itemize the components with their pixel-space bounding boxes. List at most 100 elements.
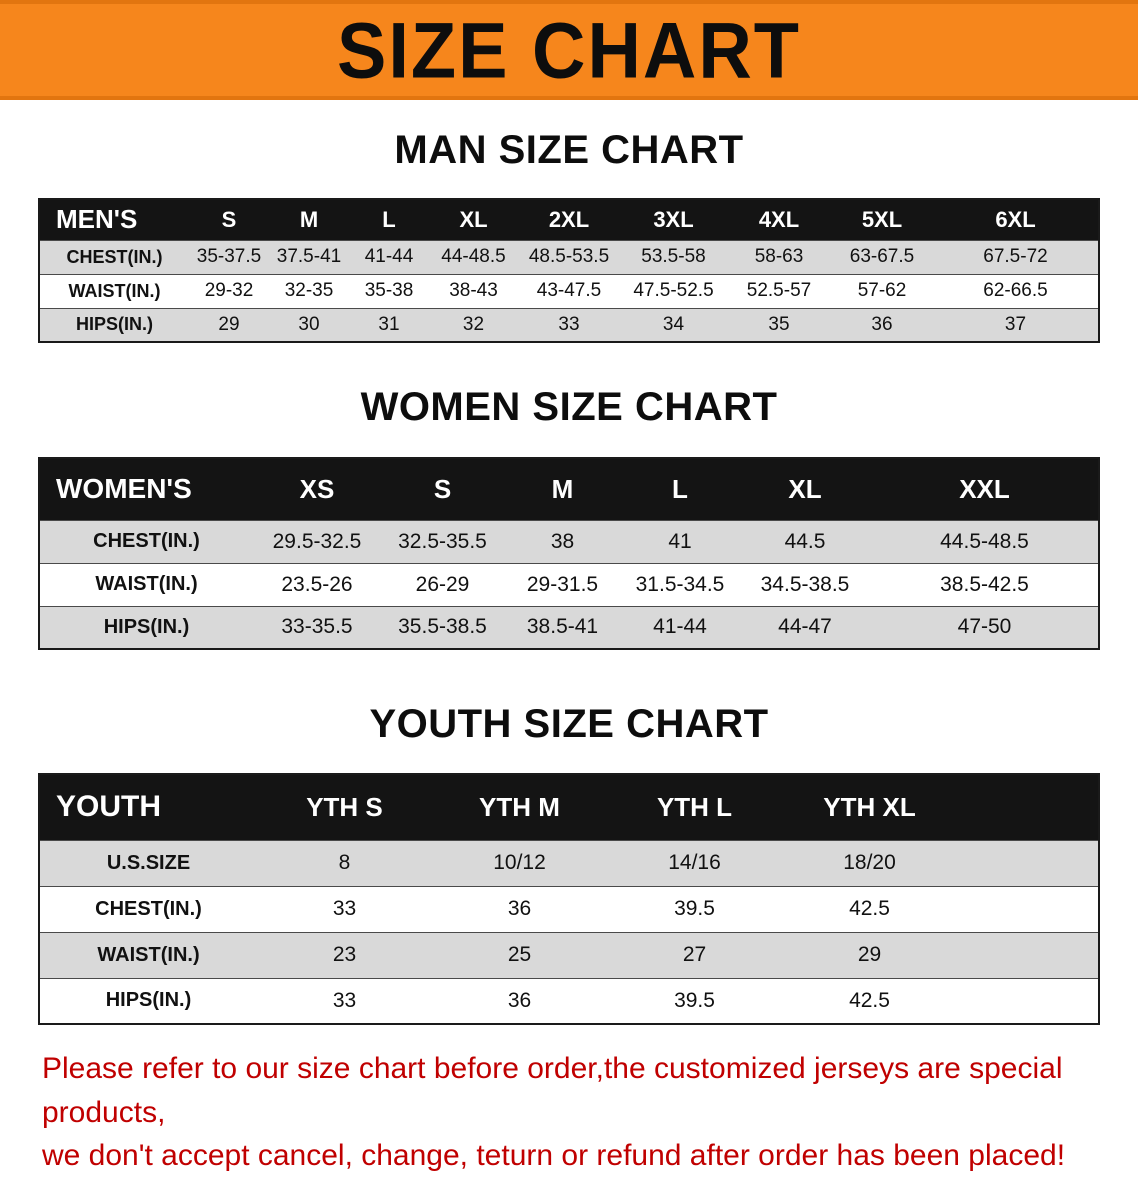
- value-cell: 36: [831, 307, 933, 342]
- men-chest-row: CHEST(IN.) 35-37.5 37.5-41 41-44 44-48.5…: [39, 239, 1099, 274]
- youth-waist-row: WAIST(IN.) 23 25 27 29: [39, 931, 1099, 978]
- value-cell: 35: [727, 307, 831, 342]
- filler-cell: [957, 839, 1099, 886]
- value-cell: 62-66.5: [933, 273, 1099, 308]
- header-cell: YTH L: [607, 774, 782, 840]
- men-table-title: MEN'S: [39, 199, 189, 240]
- value-cell: 36: [432, 885, 607, 932]
- value-cell: 37.5-41: [269, 239, 349, 274]
- row-label: HIPS(IN.): [39, 307, 189, 342]
- value-cell: 23.5-26: [253, 562, 381, 606]
- value-cell: 39.5: [607, 885, 782, 932]
- value-cell: 23: [257, 931, 432, 978]
- header-cell: 4XL: [727, 199, 831, 240]
- youth-header-row: YOUTH YTH S YTH M YTH L YTH XL: [39, 774, 1099, 840]
- value-cell: 35-37.5: [189, 239, 269, 274]
- value-cell: 41-44: [621, 605, 739, 649]
- value-cell: 29: [782, 931, 957, 978]
- value-cell: 27: [607, 931, 782, 978]
- value-cell: 37: [933, 307, 1099, 342]
- value-cell: 53.5-58: [620, 239, 727, 274]
- value-cell: 33: [257, 977, 432, 1024]
- header-cell: XXL: [871, 458, 1099, 520]
- value-cell: 44-47: [739, 605, 871, 649]
- banner-title: SIZE CHART: [337, 6, 801, 94]
- youth-size-table: YOUTH YTH S YTH M YTH L YTH XL U.S.SIZE …: [38, 773, 1100, 1025]
- row-label: CHEST(IN.): [39, 239, 189, 274]
- header-cell: S: [381, 458, 504, 520]
- filler-cell: [957, 931, 1099, 978]
- header-cell: YTH S: [257, 774, 432, 840]
- value-cell: 29-31.5: [504, 562, 621, 606]
- value-cell: 10/12: [432, 839, 607, 886]
- value-cell: 67.5-72: [933, 239, 1099, 274]
- value-cell: 47-50: [871, 605, 1099, 649]
- order-policy-line-2: we don't accept cancel, change, teturn o…: [42, 1139, 1066, 1172]
- value-cell: 38: [504, 519, 621, 563]
- value-cell: 39.5: [607, 977, 782, 1024]
- women-header-row: WOMEN'S XS S M L XL XXL: [39, 458, 1099, 520]
- value-cell: 31: [349, 307, 429, 342]
- value-cell: 58-63: [727, 239, 831, 274]
- order-policy-line-1: Please refer to our size chart before or…: [42, 1052, 1063, 1129]
- row-label: HIPS(IN.): [39, 605, 253, 649]
- value-cell: 38.5-42.5: [871, 562, 1099, 606]
- value-cell: 44-48.5: [429, 239, 518, 274]
- men-size-table: MEN'S S M L XL 2XL 3XL 4XL 5XL 6XL CHEST…: [38, 198, 1100, 343]
- value-cell: 25: [432, 931, 607, 978]
- header-cell: XL: [429, 199, 518, 240]
- value-cell: 52.5-57: [727, 273, 831, 308]
- row-label: HIPS(IN.): [39, 977, 257, 1024]
- value-cell: 47.5-52.5: [620, 273, 727, 308]
- header-cell: M: [504, 458, 621, 520]
- youth-table-title: YOUTH: [39, 774, 257, 840]
- women-size-table: WOMEN'S XS S M L XL XXL CHEST(IN.) 29.5-…: [38, 457, 1100, 650]
- men-header-row: MEN'S S M L XL 2XL 3XL 4XL 5XL 6XL: [39, 199, 1099, 240]
- value-cell: 32.5-35.5: [381, 519, 504, 563]
- header-cell: S: [189, 199, 269, 240]
- value-cell: 32-35: [269, 273, 349, 308]
- men-waist-row: WAIST(IN.) 29-32 32-35 35-38 38-43 43-47…: [39, 273, 1099, 308]
- header-cell: L: [349, 199, 429, 240]
- header-cell: 3XL: [620, 199, 727, 240]
- value-cell: 29.5-32.5: [253, 519, 381, 563]
- man-size-chart-heading: MAN SIZE CHART: [394, 128, 744, 172]
- value-cell: 41-44: [349, 239, 429, 274]
- value-cell: 26-29: [381, 562, 504, 606]
- youth-hips-row: HIPS(IN.) 33 36 39.5 42.5: [39, 977, 1099, 1024]
- row-label: U.S.SIZE: [39, 839, 257, 886]
- value-cell: 18/20: [782, 839, 957, 886]
- value-cell: 8: [257, 839, 432, 886]
- value-cell: 33: [518, 307, 620, 342]
- value-cell: 29: [189, 307, 269, 342]
- value-cell: 63-67.5: [831, 239, 933, 274]
- size-chart-banner: SIZE CHART: [0, 0, 1138, 100]
- value-cell: 29-32: [189, 273, 269, 308]
- youth-chest-row: CHEST(IN.) 33 36 39.5 42.5: [39, 885, 1099, 932]
- header-cell: XL: [739, 458, 871, 520]
- value-cell: 30: [269, 307, 349, 342]
- value-cell: 34.5-38.5: [739, 562, 871, 606]
- value-cell: 38.5-41: [504, 605, 621, 649]
- header-cell: 2XL: [518, 199, 620, 240]
- value-cell: 33: [257, 885, 432, 932]
- value-cell: 14/16: [607, 839, 782, 886]
- value-cell: 57-62: [831, 273, 933, 308]
- value-cell: 42.5: [782, 977, 957, 1024]
- women-chest-row: CHEST(IN.) 29.5-32.5 32.5-35.5 38 41 44.…: [39, 519, 1099, 563]
- row-label: CHEST(IN.): [39, 885, 257, 932]
- value-cell: 38-43: [429, 273, 518, 308]
- row-label: WAIST(IN.): [39, 273, 189, 308]
- youth-ussize-row: U.S.SIZE 8 10/12 14/16 18/20: [39, 839, 1099, 886]
- header-cell: 6XL: [933, 199, 1099, 240]
- value-cell: 48.5-53.5: [518, 239, 620, 274]
- value-cell: 35.5-38.5: [381, 605, 504, 649]
- row-label: CHEST(IN.): [39, 519, 253, 563]
- filler-cell: [957, 977, 1099, 1024]
- header-cell: YTH M: [432, 774, 607, 840]
- women-table-title: WOMEN'S: [39, 458, 253, 520]
- value-cell: 36: [432, 977, 607, 1024]
- header-cell: M: [269, 199, 349, 240]
- value-cell: 33-35.5: [253, 605, 381, 649]
- header-cell: XS: [253, 458, 381, 520]
